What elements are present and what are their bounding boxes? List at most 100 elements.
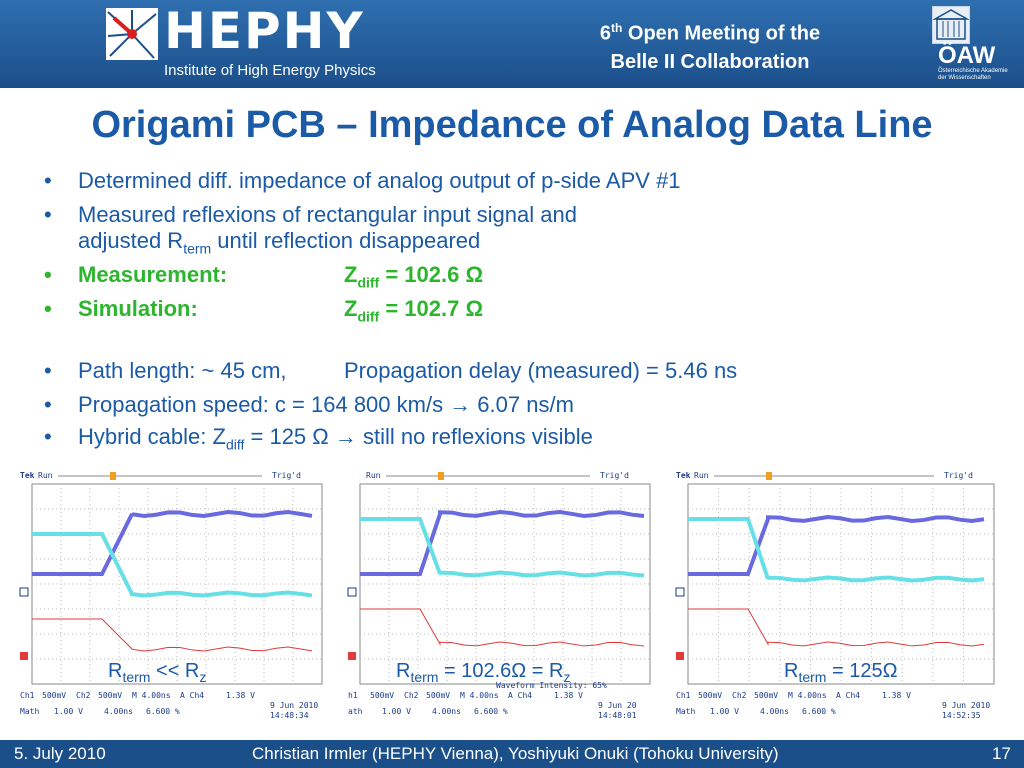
hybrid-cable-pre: Hybrid cable: Z [78,424,226,449]
ch1-trace [32,510,313,576]
rterm-r: adjusted R [78,228,184,253]
math-label: Math [20,707,39,716]
meeting-line2: Belle II Collaboration [610,50,810,73]
ch1-label: Ch1 [20,691,35,700]
oaw-logo-text: ÖAW [938,42,996,69]
ch1-label: Ch1 [676,691,691,700]
ch2-trace [688,517,985,583]
scope-run-status: Run [366,471,381,480]
math-label: Math [676,707,695,716]
footer-date: 5. July 2010 [14,744,106,763]
trigger-channel: A Ch4 [508,691,532,700]
trigger-level: 1.38 V [554,691,583,700]
math-trace [688,608,985,647]
trigger-position-percent: 6.600 % [146,707,180,716]
bullet-dot-icon: • [44,358,52,383]
bullet-text: Hybrid cable: Zdiff = 125 Ω → still no r… [78,424,593,452]
bullet-dot-icon: • [44,202,52,227]
ch2-trace [360,517,645,578]
bullet-dot-icon: • [44,262,52,287]
bullet-text: Determined diff. impedance of analog out… [78,168,681,193]
ch1-marker-icon [347,587,357,597]
meeting-line1: Open Meeting of the [622,22,821,45]
math-marker-icon [676,652,684,660]
oscilloscope-screenshot-2: Run Trig'd h1 500mV Ch2 500mV M 4.00ns A Ch4 1.3… [346,468,660,736]
meeting-ordinal-suffix: th [611,21,623,35]
z-symbol: Z [344,262,358,287]
hephy-logo-icon [106,8,158,60]
trigger-level: 1.38 V [226,691,255,700]
trigger-level: 1.38 V [882,691,911,700]
measurement-label: Measurement: [78,262,228,287]
logo-text: HEPHY [164,2,365,60]
trigger-channel: A Ch4 [180,691,204,700]
trigger-position-marker [438,472,444,480]
math-marker-icon [20,652,28,660]
scope-caption-1: Rterm << Rz [108,660,206,685]
measurement-value: Zdiff = 102.6 Ω [344,262,483,290]
ch1-scale: 500mV [698,691,722,700]
scope-caption-3: Rterm = 125Ω [784,660,898,685]
ch1-scale: 500mV [42,691,66,700]
ch1-scale: 500mV [370,691,394,700]
timebase: M 4.00ns [460,691,499,700]
bullet-text: Measured reflexions of rectangular input… [78,202,577,227]
caption-r: R [784,660,799,682]
bullet-dot-icon: • [44,392,52,417]
scope-brand: Tek [676,471,691,480]
math-timebase: 4.00ns [760,707,789,716]
caption-mid: << R [150,660,200,682]
ch2-label: Ch2 [732,691,747,700]
math-scale: 1.00 V [54,707,83,716]
bullet-dot-icon: • [44,168,52,193]
scope-trigger-status: Trig'd [272,471,301,480]
scope-display: Tek Run Trig'd Ch1 500mV Ch2 500mV M 4.00ns A Ch… [19,471,323,720]
oscilloscope-screenshot-1: Tek Run Trig'd Ch1 500mV Ch2 500mV M 4.00ns A Ch… [18,468,332,736]
rterm-subscript: term [183,240,212,257]
ch1-trace [360,510,645,576]
z-subscript: diff [357,308,380,325]
scope-display: Run Trig'd h1 500mV Ch2 500mV M 4.00ns A Ch4 1.3… [347,471,651,720]
ch1-trace [688,515,985,576]
math-timebase: 4.00ns [104,707,133,716]
ch2-scale: 500mV [754,691,778,700]
ch2-label: Ch2 [404,691,419,700]
slide-title: Origami PCB – Impedance of Analog Data L… [91,104,933,146]
caption-sub: term [122,669,151,685]
z-subscript: diff [357,274,380,291]
slide-footer: 5. July 2010 Christian Irmler (HEPHY Vie… [0,740,1024,768]
scope-trigger-status: Trig'd [600,471,629,480]
trigger-position-percent: 6.600 % [474,707,508,716]
scope-display: Tek Run Trig'd Ch1 500mV Ch2 500mV M 4.00ns A Ch… [675,471,995,720]
bullet-text-line2: adjusted Rterm until reflection disappea… [78,228,480,256]
scope-date: 9 Jun 2010 [942,701,990,710]
caption-mid: = 102.6Ω = R [438,660,564,682]
timebase: M 4.00ns [132,691,171,700]
slide-header: HEPHY Institute of High Energy Physics 6… [0,0,1024,88]
ch1-marker-icon [675,587,685,597]
z-symbol: Z [344,296,358,321]
caption-sub: term [410,669,439,685]
scope-time: 14:52:35 [942,711,981,720]
math-trace [360,608,645,647]
math-timebase: 4.00ns [432,707,461,716]
oscilloscope-screenshot-3: Tek Run Trig'd Ch1 500mV Ch2 500mV M 4.00ns A Ch… [674,468,1004,736]
bullet-dot-icon: • [44,424,52,449]
rterm-tail: until reflection disappeared [211,228,481,253]
ch2-scale: 500mV [426,691,450,700]
scope-trigger-status: Trig'd [944,471,973,480]
scope-brand: Tek [20,471,35,480]
oaw-subtitle: Österreichische Akademie der Wissenschaf… [938,68,1008,81]
page-number: 17 [992,744,1011,763]
ch1-label: h1 [348,691,358,700]
hybrid-cable-post: = 125 Ω → still no reflexions visible [244,424,593,449]
z-value: = 102.7 Ω [379,296,484,321]
trigger-position-percent: 6.600 % [802,707,836,716]
caption-sub: term [798,669,827,685]
footer-authors: Christian Irmler (HEPHY Vienna), Yoshiyu… [252,744,779,763]
math-scale: 1.00 V [382,707,411,716]
bullet-text: Propagation speed: c = 164 800 km/s → 6.… [78,392,574,417]
propagation-delay-text: Propagation delay (measured) = 5.46 ns [344,358,738,383]
math-trace [32,618,313,652]
caption-r: R [396,660,411,682]
